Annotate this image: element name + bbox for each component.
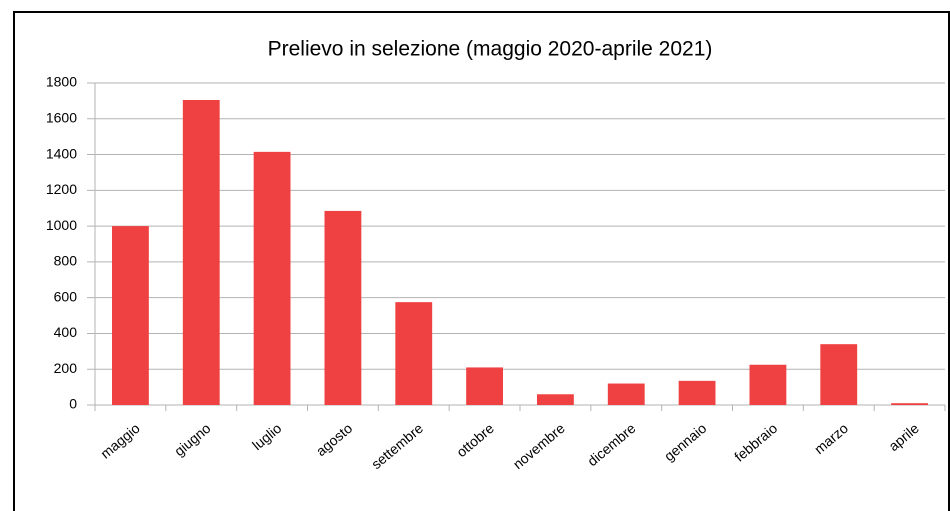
y-tick-label: 800 [54,253,78,269]
bar [112,226,149,405]
bar [466,367,503,405]
y-tick-label: 1400 [46,145,77,161]
y-tick-label: 200 [54,360,78,376]
bar [678,380,716,405]
bar [820,344,858,405]
bar [607,383,645,405]
y-tick-label: 0 [69,396,77,412]
bar [891,403,928,405]
chart-title: Prelievo in selezione (maggio 2020-april… [268,38,713,61]
y-tick-label: 1800 [46,74,77,90]
bar [537,394,574,405]
y-tick-label: 1200 [46,181,77,197]
y-tick-label: 600 [54,288,78,304]
bar [395,302,433,405]
y-tick-label: 1600 [46,109,77,125]
bar [182,99,220,405]
bar [324,210,362,405]
bar [253,151,291,405]
y-tick-label: 400 [54,324,78,340]
bar [749,364,787,405]
y-tick-label: 1000 [46,217,77,233]
